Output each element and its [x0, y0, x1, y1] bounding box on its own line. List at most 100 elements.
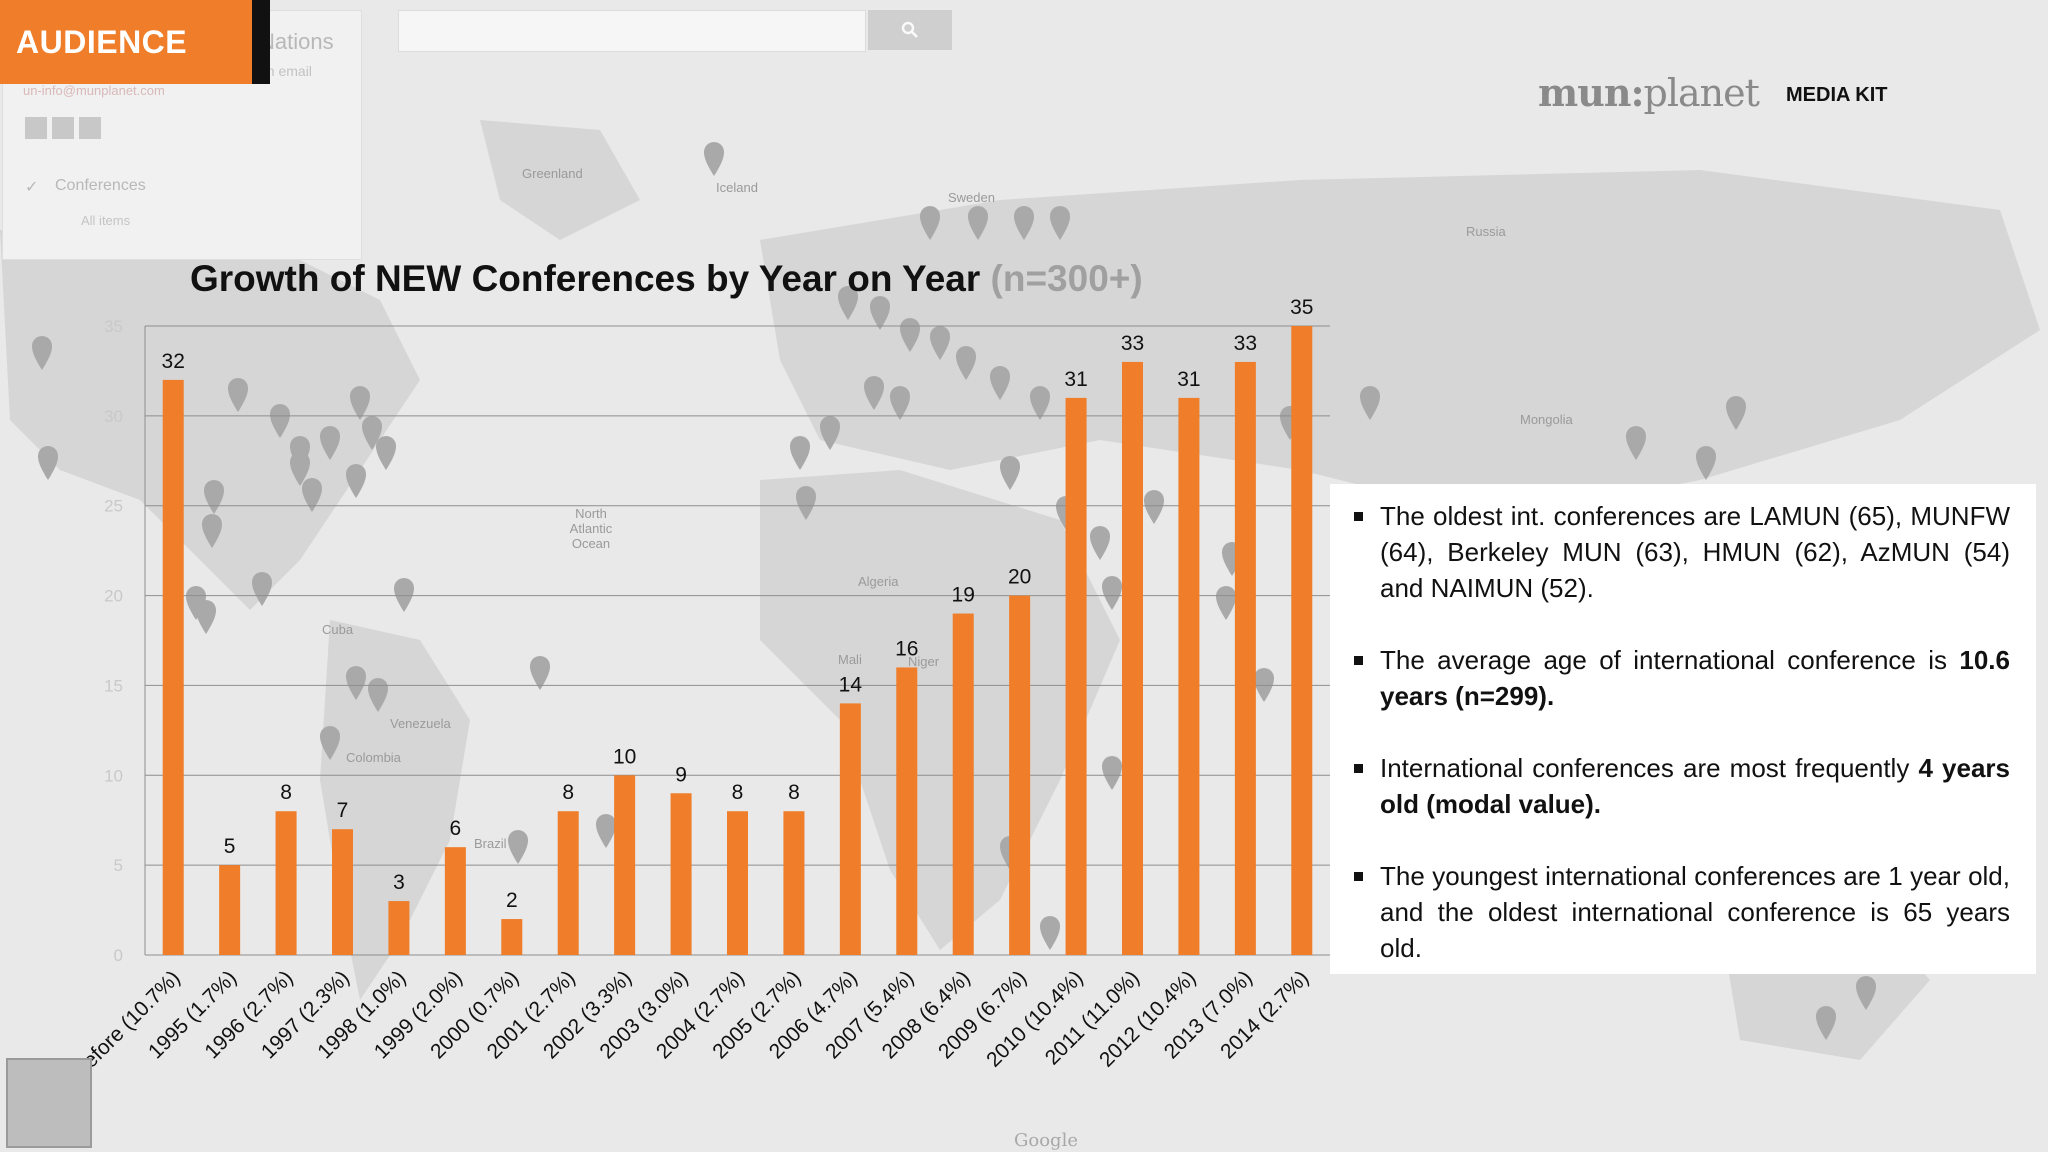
- twitter-icon[interactable]: [79, 117, 101, 139]
- chart-title: Growth of NEW Conferences by Year on Yea…: [190, 258, 1143, 300]
- map-pin-icon[interactable]: [202, 514, 222, 548]
- bar: [1009, 595, 1031, 955]
- data-label: 8: [562, 781, 574, 804]
- note-highlight: 10.6 years (n=299).: [1380, 645, 2010, 711]
- map-search-button[interactable]: [868, 10, 952, 50]
- map-pin-icon[interactable]: [394, 578, 414, 612]
- map-pin-icon[interactable]: [838, 286, 858, 320]
- bar: [1234, 361, 1256, 955]
- map-label-greenland: Greenland: [522, 166, 583, 181]
- data-label: 3: [393, 871, 405, 894]
- map-pin-icon[interactable]: [346, 666, 366, 700]
- map-pin-icon[interactable]: [820, 416, 840, 450]
- bar: [1291, 326, 1313, 955]
- map-pin-icon[interactable]: [362, 416, 382, 450]
- facebook-icon[interactable]: [52, 117, 74, 139]
- map-pin-icon[interactable]: [1144, 490, 1164, 524]
- map-pin-icon[interactable]: [290, 452, 310, 486]
- section-tab-label: AUDIENCE: [16, 23, 188, 60]
- data-label: 16: [895, 637, 918, 660]
- map-pin-icon[interactable]: [864, 376, 884, 410]
- y-tick-label: 25: [104, 497, 123, 516]
- bar: [670, 793, 692, 955]
- map-pin-icon[interactable]: [350, 386, 370, 420]
- note-text: International conferences are most frequ…: [1380, 753, 1919, 783]
- map-pin-icon[interactable]: [228, 378, 248, 412]
- data-label: 9: [675, 763, 687, 786]
- map-pin-icon[interactable]: [1216, 586, 1236, 620]
- map-label-cuba: Cuba: [322, 622, 354, 637]
- map-pin-icon[interactable]: [376, 436, 396, 470]
- map-pin-icon[interactable]: [196, 600, 216, 634]
- google-plus-icon[interactable]: [25, 117, 47, 139]
- map-pin-icon[interactable]: [1816, 1006, 1836, 1040]
- brand-logo: mun:planet: [1538, 70, 1760, 115]
- map-pin-icon[interactable]: [1050, 206, 1070, 240]
- map-pin-icon[interactable]: [890, 386, 910, 420]
- map-pin-icon[interactable]: [1726, 396, 1746, 430]
- panel-title: Nations: [259, 29, 334, 54]
- data-label: 33: [1121, 332, 1144, 355]
- map-thumbnail[interactable]: [6, 1058, 92, 1148]
- brand-logo-bold: mun:: [1538, 70, 1644, 115]
- layer-checkbox[interactable]: ✓: [25, 179, 39, 196]
- panel-email[interactable]: un-info@munplanet.com: [23, 83, 165, 98]
- map-pin-icon[interactable]: [596, 814, 616, 848]
- map-label-iceland: Iceland: [716, 180, 758, 195]
- note-item: The oldest int. conferences are LAMUN (6…: [1354, 498, 2010, 606]
- data-label: 8: [788, 781, 800, 804]
- map-pin-icon[interactable]: [38, 446, 58, 480]
- map-pin-icon[interactable]: [32, 336, 52, 370]
- bar: [501, 919, 523, 955]
- map-pin-icon[interactable]: [990, 366, 1010, 400]
- map-pin-icon[interactable]: [1102, 756, 1122, 790]
- map-pin-icon[interactable]: [1090, 526, 1110, 560]
- map-pin-icon[interactable]: [1014, 206, 1034, 240]
- map-pin-icon[interactable]: [704, 142, 724, 176]
- map-label-sweden: Sweden: [948, 190, 995, 205]
- note-item: The average age of international confere…: [1354, 642, 2010, 714]
- bar: [896, 667, 918, 955]
- map-pin-icon[interactable]: [368, 678, 388, 712]
- y-tick-label: 20: [104, 587, 123, 606]
- map-pin-icon[interactable]: [1030, 386, 1050, 420]
- map-pin-icon[interactable]: [346, 464, 366, 498]
- map-pin-icon[interactable]: [320, 426, 340, 460]
- map-pin-icon[interactable]: [530, 656, 550, 690]
- map-pin-icon[interactable]: [320, 726, 340, 760]
- map-pin-icon[interactable]: [930, 326, 950, 360]
- map-pin-icon[interactable]: [1040, 916, 1060, 950]
- map-pin-icon[interactable]: [252, 572, 272, 606]
- map-pin-icon[interactable]: [302, 478, 322, 512]
- bar: [1065, 397, 1087, 955]
- panel-subtitle[interactable]: an email: [259, 63, 312, 79]
- data-label: 35: [1290, 296, 1313, 319]
- y-tick-label: 10: [104, 766, 123, 785]
- map-pin-icon[interactable]: [790, 436, 810, 470]
- layer-all-items[interactable]: All items: [81, 213, 131, 228]
- map-pin-icon[interactable]: [1856, 976, 1876, 1010]
- map-pin-icon[interactable]: [1626, 426, 1646, 460]
- map-label-ocean: North Atlantic Ocean: [569, 506, 613, 551]
- y-tick-label: 35: [104, 317, 123, 336]
- media-kit-label: MEDIA KIT: [1786, 84, 1888, 106]
- map-label-russia: Russia: [1466, 224, 1506, 239]
- notes-list: The oldest int. conferences are LAMUN (6…: [1354, 498, 2010, 966]
- map-pin-icon[interactable]: [1696, 446, 1716, 480]
- map-search-input[interactable]: [398, 10, 866, 52]
- data-label: 31: [1177, 368, 1200, 391]
- map-pin-icon[interactable]: [920, 206, 940, 240]
- map-pin-icon[interactable]: [870, 296, 890, 330]
- map-pin-icon[interactable]: [956, 346, 976, 380]
- map-pin-icon[interactable]: [1102, 576, 1122, 610]
- map-pin-icon[interactable]: [270, 404, 290, 438]
- y-tick-label: 5: [114, 856, 123, 875]
- map-pin-icon[interactable]: [1000, 456, 1020, 490]
- map-pin-icon[interactable]: [508, 830, 528, 864]
- map-pin-icon[interactable]: [1360, 386, 1380, 420]
- note-item: International conferences are most frequ…: [1354, 750, 2010, 822]
- map-pin-icon[interactable]: [796, 486, 816, 520]
- map-pin-icon[interactable]: [968, 206, 988, 240]
- map-label-mali: Mali: [838, 652, 862, 667]
